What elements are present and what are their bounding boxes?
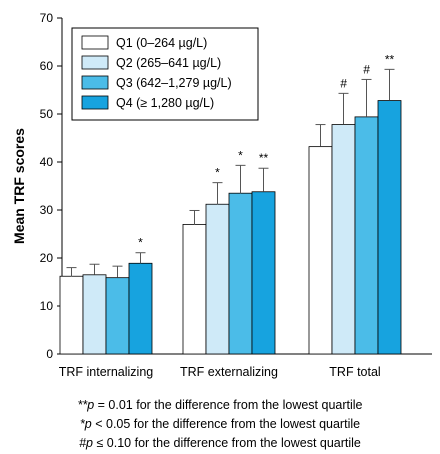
- significance-marker: *: [138, 236, 143, 250]
- footnote-symbol: #: [79, 436, 87, 450]
- y-tick-label: 50: [40, 107, 54, 121]
- bar-1-0: [182, 223, 207, 355]
- y-axis-label: Mean TRF scores: [11, 128, 27, 244]
- y-tick-label: 10: [40, 299, 54, 313]
- significance-marker: #: [340, 76, 347, 90]
- legend-swatch: [81, 75, 109, 90]
- bar-chart: Mean TRF scores 0 10 20 30 40 50 60 70 * TRF inter…: [11, 11, 432, 379]
- bar-0-3: [128, 262, 153, 355]
- y-tick-label: 30: [40, 203, 54, 217]
- legend-swatch: [81, 95, 109, 110]
- x-tick-label: TRF total: [329, 365, 380, 379]
- y-tick-label: 40: [40, 155, 54, 169]
- significance-marker: *: [238, 148, 243, 162]
- bar-1-3: [251, 191, 276, 355]
- bar-2-0: [308, 146, 333, 355]
- significance-marker: *: [215, 166, 220, 180]
- bar-0-2: [105, 277, 130, 355]
- footnote-symbol: *: [79, 417, 85, 431]
- legend-label: Q2 (265–641 µg/L): [116, 56, 221, 70]
- legend-swatch: [81, 35, 109, 50]
- y-tick-label: 70: [40, 11, 54, 25]
- legend-label: Q1 (0–264 µg/L): [116, 36, 207, 50]
- y-tick-label: 0: [46, 347, 53, 361]
- legend-swatch: [81, 55, 109, 70]
- significance-marker: #: [363, 62, 370, 76]
- footnote-symbol: **: [77, 398, 88, 412]
- significance-marker: **: [259, 151, 269, 165]
- bar-0-1: [82, 274, 107, 355]
- footnote-text: < 0.05 for the difference from the lowes…: [91, 417, 361, 431]
- footnote-p010: #p ≤ 0.10 for the difference from the lo…: [79, 436, 361, 450]
- bar-2-3: [377, 100, 402, 355]
- bar-1-1: [205, 203, 230, 355]
- bar-1-2: [228, 192, 253, 355]
- footnote-text: = 0.01 for the difference from the lowes…: [94, 398, 363, 412]
- legend-label: Q4 (≥ 1,280 µg/L): [116, 96, 214, 110]
- x-tick-label: TRF externalizing: [180, 365, 278, 379]
- footnotes: **p = 0.01 for the difference from the l…: [0, 396, 440, 453]
- footnote-text: ≤ 0.10 for the difference from the lowes…: [93, 436, 361, 450]
- x-tick-label: TRF internalizing: [59, 365, 154, 379]
- legend-label: Q3 (642–1,279 µg/L): [116, 76, 232, 90]
- bar-0-0: [59, 275, 84, 355]
- bar-2-1: [331, 124, 356, 355]
- footnote-p001: **p = 0.01 for the difference from the l…: [77, 398, 363, 412]
- y-tick-label: 20: [40, 251, 54, 265]
- significance-marker: **: [385, 52, 395, 66]
- bar-2-2: [354, 116, 379, 355]
- y-tick-label: 60: [40, 59, 54, 73]
- footnote-p005: *p < 0.05 for the difference from the lo…: [79, 417, 361, 431]
